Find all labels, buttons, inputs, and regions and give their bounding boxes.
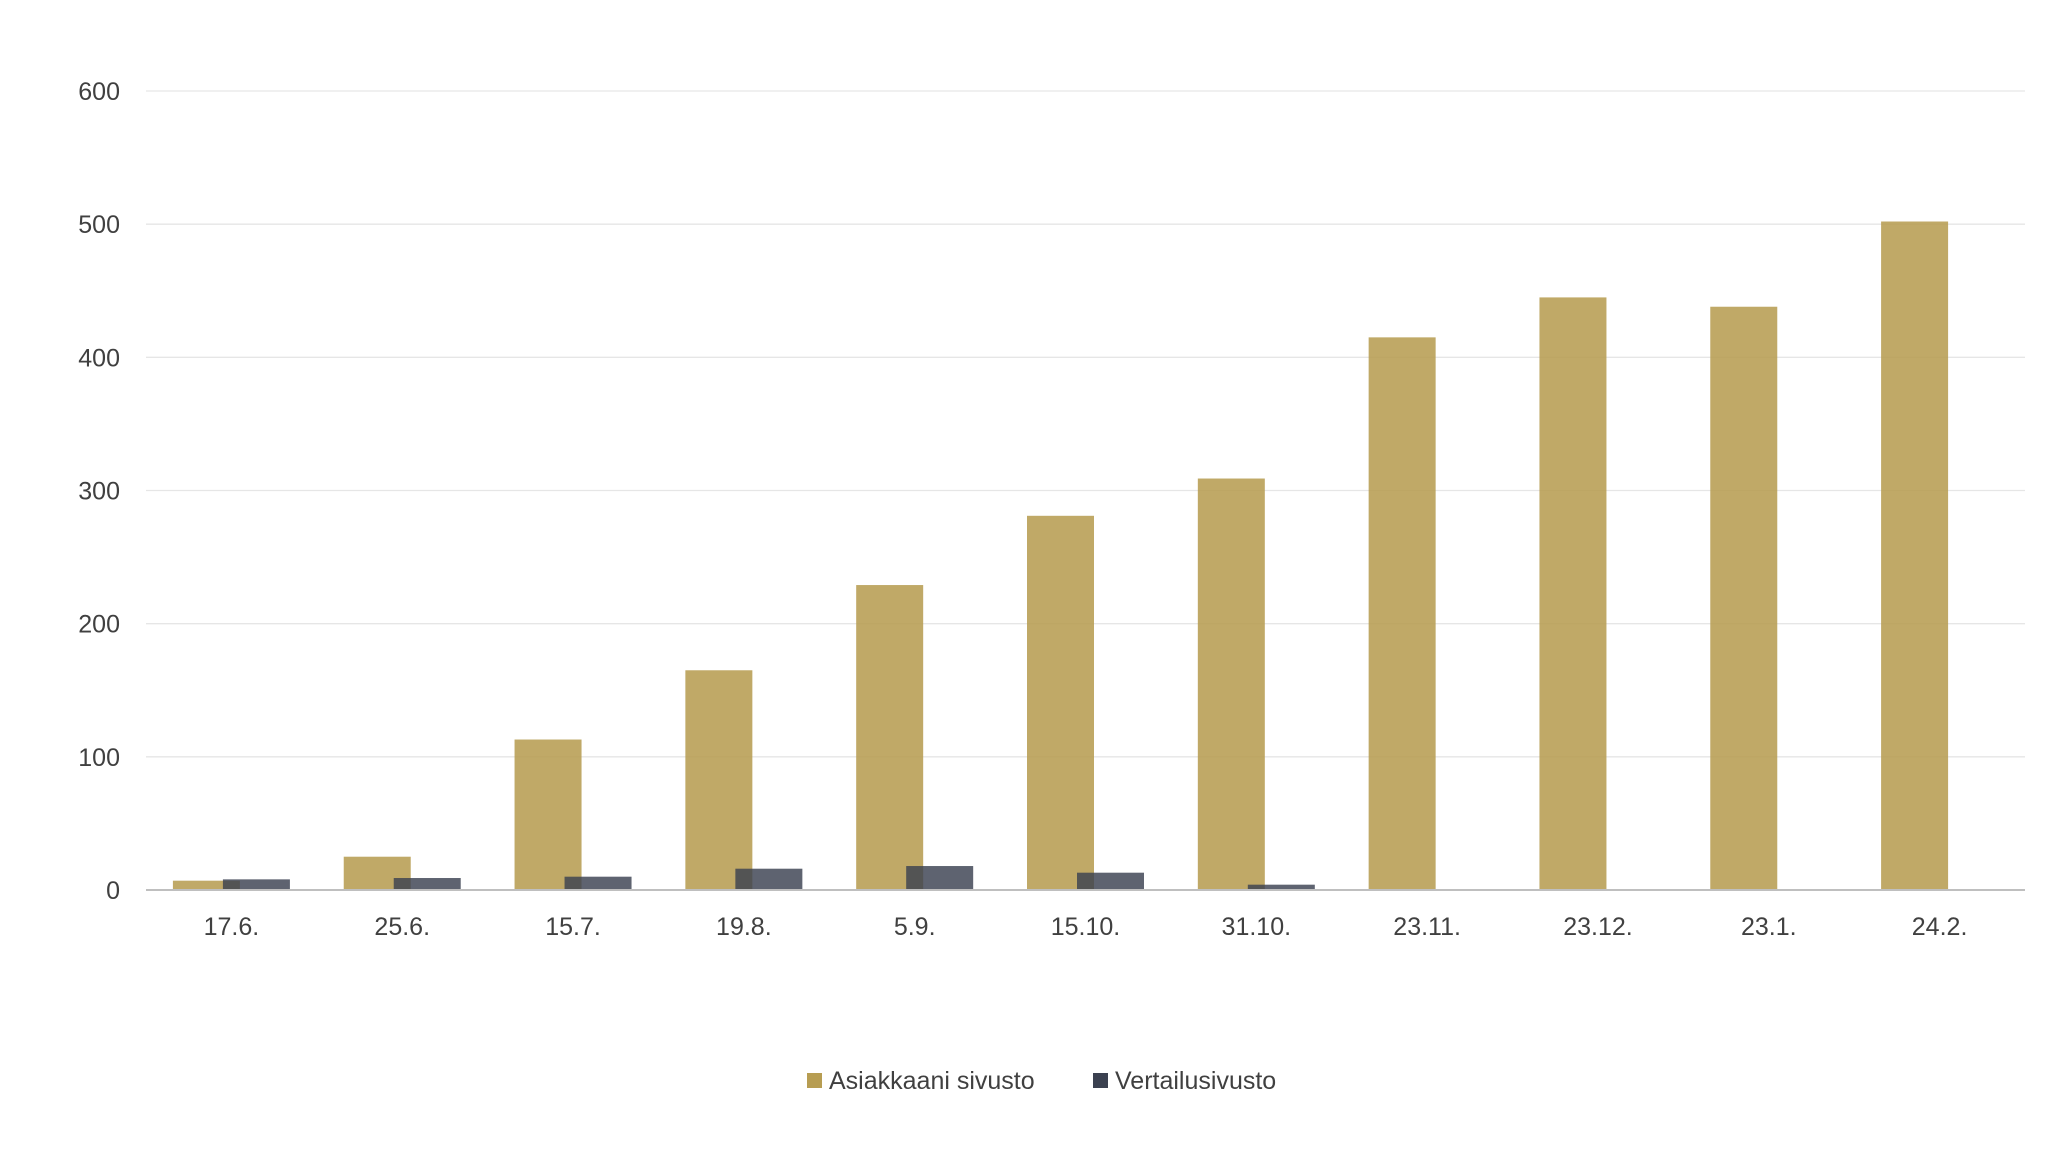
- x-axis-tick-labels: 17.6. 25.6. 15.7. 19.8. 5.9. 15.10. 31.10. 23.1…: [204, 913, 1968, 941]
- y-axis-tick-labels: 0 100 200 300 400 500 600: [78, 78, 120, 905]
- bar-asiakkaani-sivusto: [1539, 297, 1607, 890]
- y-tick-label: 600: [78, 78, 120, 106]
- bar-asiakkaani-sivusto: [856, 585, 924, 890]
- x-tick-label: 5.9.: [894, 913, 936, 941]
- bar-asiakkaani-sivusto: [685, 670, 753, 890]
- bar-vertailusivusto: [906, 866, 974, 890]
- bar-vertailusivusto: [564, 876, 632, 890]
- x-tick-label: 23.12.: [1563, 913, 1633, 941]
- legend-swatch: [807, 1073, 822, 1088]
- x-tick-label: 25.6.: [374, 913, 430, 941]
- bar-vertailusivusto: [1247, 884, 1315, 890]
- legend: Asiakkaani sivusto Vertailusivusto: [807, 1067, 1276, 1095]
- bar-vertailusivusto: [1077, 872, 1144, 890]
- x-tick-label: 19.8.: [716, 913, 772, 941]
- bar-vertailusivusto: [393, 878, 461, 890]
- bar-asiakkaani-sivusto: [1027, 515, 1094, 890]
- bar-asiakkaani-sivusto: [1368, 337, 1436, 890]
- y-tick-label: 200: [78, 611, 120, 639]
- x-tick-label: 31.10.: [1222, 913, 1292, 941]
- x-tick-label: 23.11.: [1393, 913, 1461, 941]
- x-tick-label: 23.1.: [1741, 913, 1797, 941]
- bar-asiakkaani-sivusto: [1881, 221, 1949, 891]
- bar-asiakkaani-sivusto: [1197, 478, 1265, 890]
- bar-asiakkaani-sivusto: [514, 739, 582, 890]
- x-tick-label: 17.6.: [204, 913, 260, 941]
- y-tick-label: 400: [78, 344, 120, 372]
- bars: [172, 221, 1949, 891]
- y-tick-label: 300: [78, 478, 120, 506]
- legend-label: Asiakkaani sivusto: [829, 1067, 1035, 1095]
- bar-vertailusivusto: [222, 879, 290, 890]
- x-tick-label: 15.7.: [545, 913, 601, 941]
- bar-asiakkaani-sivusto: [1710, 306, 1778, 891]
- y-tick-label: 500: [78, 211, 120, 239]
- x-tick-label: 15.10.: [1051, 913, 1121, 941]
- y-tick-label: 0: [106, 877, 120, 905]
- legend-swatch: [1093, 1073, 1108, 1088]
- legend-label: Vertailusivusto: [1115, 1067, 1276, 1095]
- bar-asiakkaani-sivusto: [172, 880, 240, 890]
- bar-vertailusivusto: [735, 868, 803, 890]
- y-tick-label: 100: [78, 744, 120, 772]
- x-tick-label: 24.2.: [1912, 913, 1968, 941]
